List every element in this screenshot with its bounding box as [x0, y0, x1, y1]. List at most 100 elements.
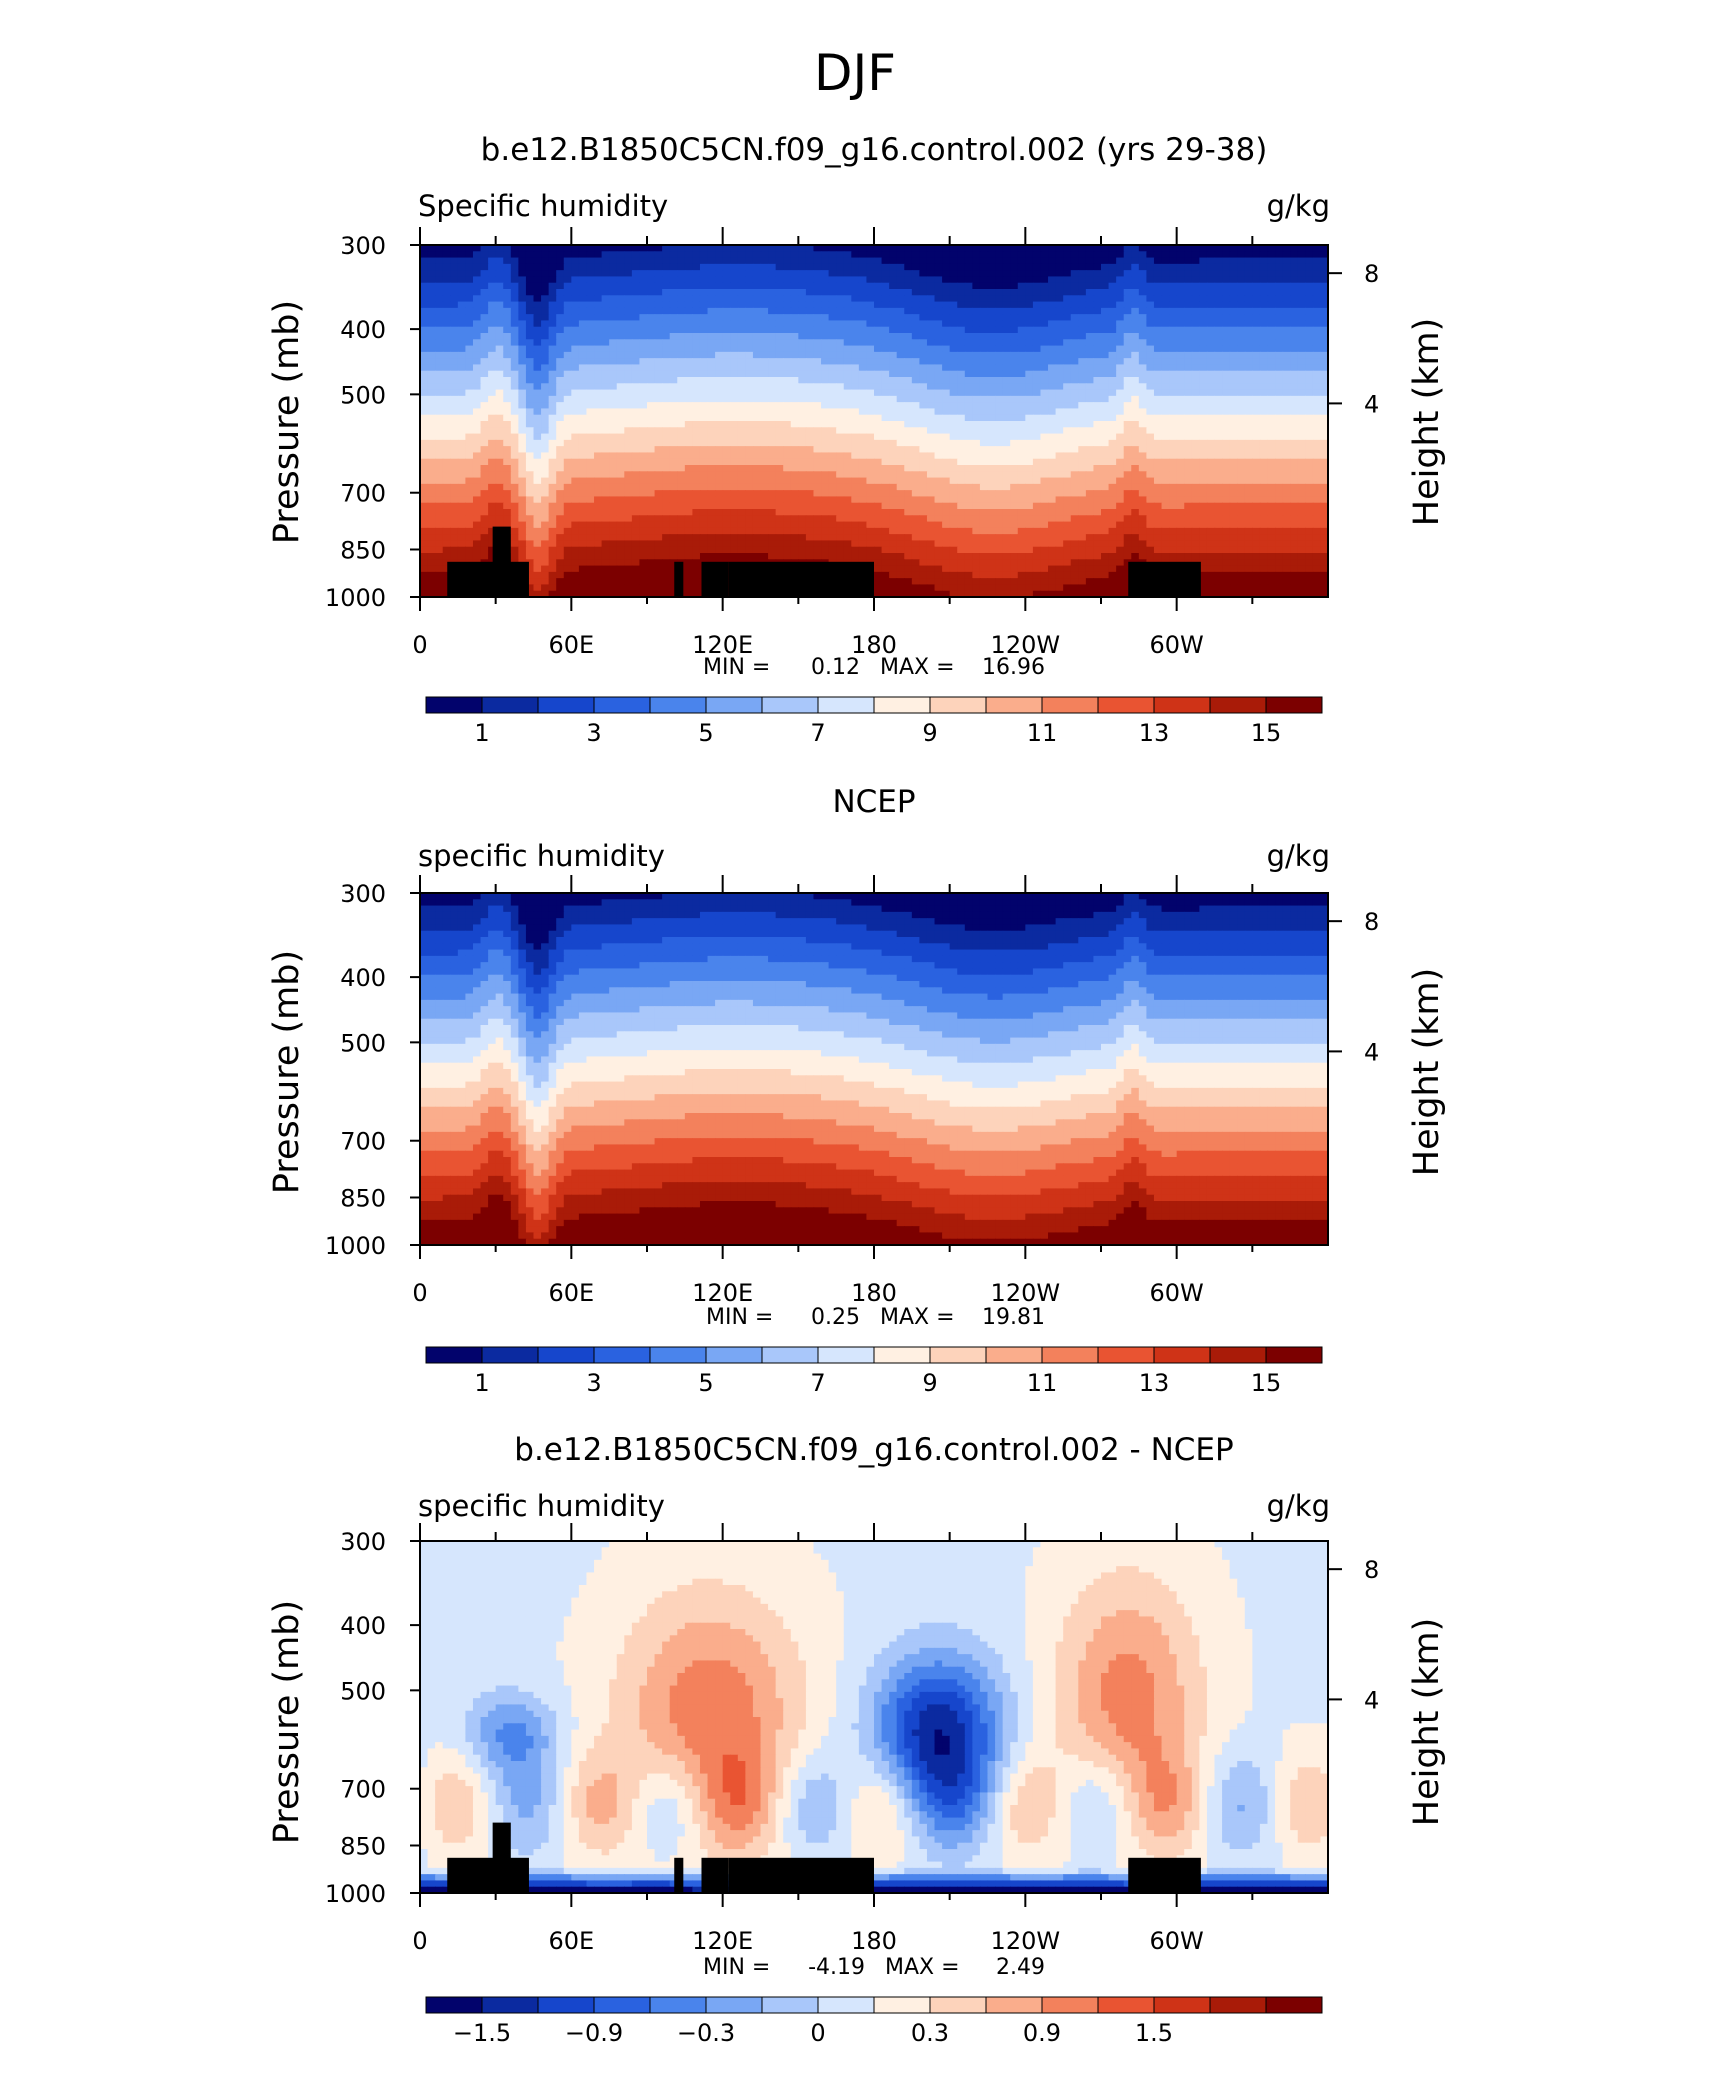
contour-cell	[1131, 458, 1140, 466]
contour-cell	[934, 320, 943, 328]
contour-cell	[609, 402, 618, 410]
contour-cell	[1123, 333, 1132, 340]
contour-cell	[594, 452, 603, 460]
contour-cell	[987, 314, 996, 322]
contour-cell	[654, 433, 663, 441]
contour-cell	[427, 245, 436, 252]
contour-cell	[1116, 257, 1125, 265]
contour-cell	[457, 289, 466, 296]
contour-cell	[1002, 364, 1011, 372]
contour-cell	[896, 333, 905, 340]
contour-cell	[1312, 402, 1322, 410]
contour-cell	[1116, 339, 1125, 347]
contour-cell	[457, 446, 466, 454]
contour-cell	[1222, 439, 1231, 447]
contour-cell	[1078, 307, 1087, 315]
contour-cell	[624, 383, 633, 391]
contour-cell	[541, 490, 550, 498]
contour-cell	[995, 458, 1004, 466]
contour-cell	[934, 483, 943, 491]
contour-cell	[1070, 496, 1079, 504]
contour-cell	[677, 414, 686, 422]
contour-cell	[465, 263, 474, 271]
contour-cell	[1312, 490, 1322, 498]
contour-cell	[639, 377, 648, 384]
contour-cell	[858, 433, 868, 441]
contour-cell	[1078, 377, 1087, 384]
contour-cell	[805, 496, 815, 504]
contour-cell	[768, 490, 777, 498]
contour-cell	[548, 245, 557, 252]
contour-cell	[578, 276, 588, 284]
contour-cell	[442, 301, 451, 309]
contour-cell	[874, 270, 883, 278]
contour-cell	[450, 326, 459, 334]
contour-cell	[828, 471, 837, 479]
contour-cell	[987, 452, 996, 460]
contour-cell	[889, 270, 898, 278]
contour-cell	[525, 465, 535, 472]
contour-cell	[1267, 245, 1276, 252]
contour-cell	[1025, 320, 1034, 328]
contour-cell	[495, 282, 504, 290]
contour-cell	[760, 477, 769, 485]
contour-cell	[1085, 307, 1095, 315]
contour-cell	[684, 446, 693, 454]
contour-cell	[1312, 301, 1322, 309]
contour-cell	[1275, 370, 1284, 378]
contour-cell	[919, 471, 928, 479]
contour-cell	[1108, 452, 1117, 460]
contour-cell	[1025, 301, 1034, 309]
contour-cell	[1290, 433, 1299, 441]
contour-cell	[525, 408, 535, 416]
contour-cell	[843, 458, 852, 466]
contour-cell	[1025, 496, 1034, 504]
contour-cell	[548, 465, 557, 472]
contour-cell	[427, 421, 436, 428]
contour-cell	[1131, 263, 1140, 271]
contour-cell	[790, 251, 799, 259]
contour-cell	[677, 439, 686, 447]
contour-cell	[586, 496, 595, 504]
contour-cell	[1320, 345, 1329, 353]
contour-cell	[798, 345, 807, 353]
contour-cell	[730, 301, 739, 309]
contour-cell	[949, 345, 958, 353]
contour-cell	[465, 270, 474, 278]
contour-cell	[957, 370, 966, 378]
contour-cell	[1214, 276, 1223, 284]
contour-cell	[1017, 333, 1026, 340]
contour-cell	[1123, 345, 1132, 353]
contour-cell	[450, 471, 459, 479]
contour-cell	[972, 301, 981, 309]
contour-cell	[866, 257, 875, 265]
contour-cell	[1032, 351, 1042, 359]
contour-cell	[889, 483, 898, 491]
contour-cell	[578, 490, 588, 498]
contour-cell	[760, 320, 769, 328]
contour-cell	[934, 421, 943, 428]
contour-cell	[1297, 496, 1306, 504]
contour-cell	[654, 307, 663, 315]
contour-cell	[1123, 421, 1132, 428]
contour-cell	[503, 270, 512, 278]
contour-cell	[1229, 333, 1238, 340]
contour-cell	[1229, 402, 1238, 410]
contour-cell	[639, 314, 648, 322]
contour-cell	[904, 326, 913, 334]
contour-cell	[427, 364, 436, 372]
contour-cell	[828, 496, 837, 504]
contour-cell	[533, 301, 542, 309]
contour-cell	[1108, 377, 1117, 384]
contour-cell	[881, 276, 890, 284]
contour-cell	[1138, 377, 1147, 384]
contour-cell	[601, 307, 610, 315]
contour-cell	[1305, 370, 1314, 378]
contour-cell	[457, 477, 466, 485]
contour-cell	[942, 502, 951, 510]
contour-cell	[654, 257, 663, 265]
contour-cell	[1244, 439, 1253, 447]
contour-cell	[1048, 333, 1057, 340]
contour-cell	[957, 496, 966, 504]
contour-cell	[790, 446, 799, 454]
